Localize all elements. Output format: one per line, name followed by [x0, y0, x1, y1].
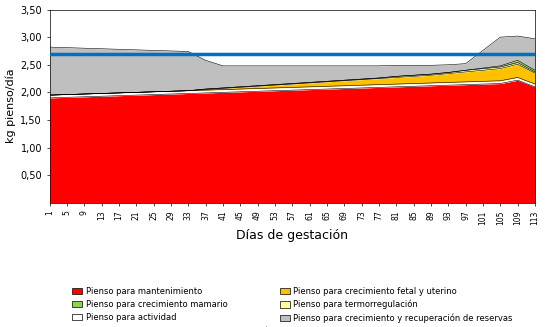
X-axis label: Días de gestación: Días de gestación	[236, 229, 348, 242]
Y-axis label: kg pienso/día: kg pienso/día	[6, 69, 16, 144]
Legend: Pienso para mantenimiento, Pienso para crecimiento mamario, Pienso para activida: Pienso para mantenimiento, Pienso para c…	[70, 284, 515, 327]
